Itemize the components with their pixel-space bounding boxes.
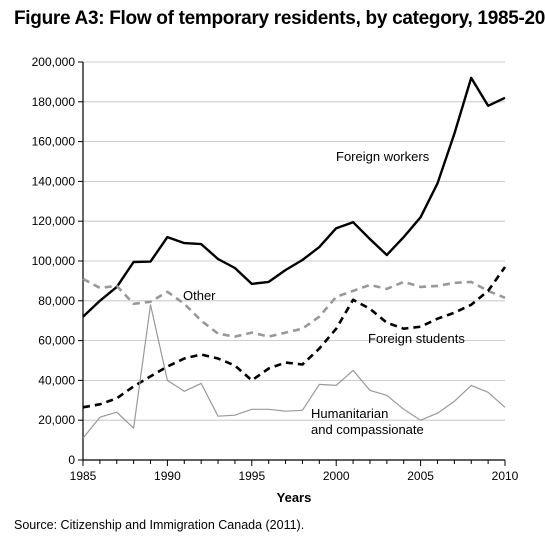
y-tick-label: 80,000 — [38, 294, 75, 308]
y-tick-label: 0 — [68, 453, 75, 467]
source-note: Source: Citizenship and Immigration Cana… — [14, 518, 305, 532]
series-label-foreign-workers: Foreign workers — [336, 149, 430, 164]
x-axis-title: Years — [277, 490, 312, 505]
series-label-foreign-students: Foreign students — [368, 331, 465, 346]
y-tick-label: 200,000 — [32, 55, 76, 69]
y-tick-label: 160,000 — [32, 135, 76, 149]
x-tick-label: 1990 — [154, 469, 181, 483]
series-line-humanitarian-and-compassionate — [82, 304, 506, 439]
series-line-other — [82, 277, 506, 338]
x-tick-label: 1985 — [70, 469, 97, 483]
x-tick-label: 2005 — [407, 469, 434, 483]
series-label-other: Other — [183, 288, 216, 303]
y-tick-label: 180,000 — [32, 95, 76, 109]
series-line-foreign-students — [82, 266, 507, 409]
series-labels: Foreign workers Other Foreign students Huma… — [183, 149, 465, 437]
series-label-humanitarian-and-compassionate: Humanitarian and compassionate — [311, 406, 424, 437]
x-tick-label: 2010 — [492, 469, 519, 483]
x-tick-label: 2000 — [323, 469, 350, 483]
x-axis-ticks: 1985 1990 1995 2000 2005 2010 — [70, 460, 519, 483]
y-axis-ticks: 0 20,000 40,000 60,000 80,000 100,000 120,000 1… — [32, 55, 83, 467]
y-tick-label: 20,000 — [38, 413, 75, 427]
chart-title: Figure A3: Flow of temporary residents, … — [14, 8, 545, 29]
y-tick-label: 60,000 — [38, 334, 75, 348]
y-tick-label: 100,000 — [32, 254, 76, 268]
series-lines — [82, 76, 507, 439]
y-tick-label: 40,000 — [38, 373, 75, 387]
y-tick-label: 140,000 — [32, 174, 76, 188]
y-tick-label: 120,000 — [32, 214, 76, 228]
series-line-foreign-workers — [82, 76, 506, 318]
grid-lines — [83, 61, 505, 421]
x-tick-label: 1995 — [238, 469, 265, 483]
